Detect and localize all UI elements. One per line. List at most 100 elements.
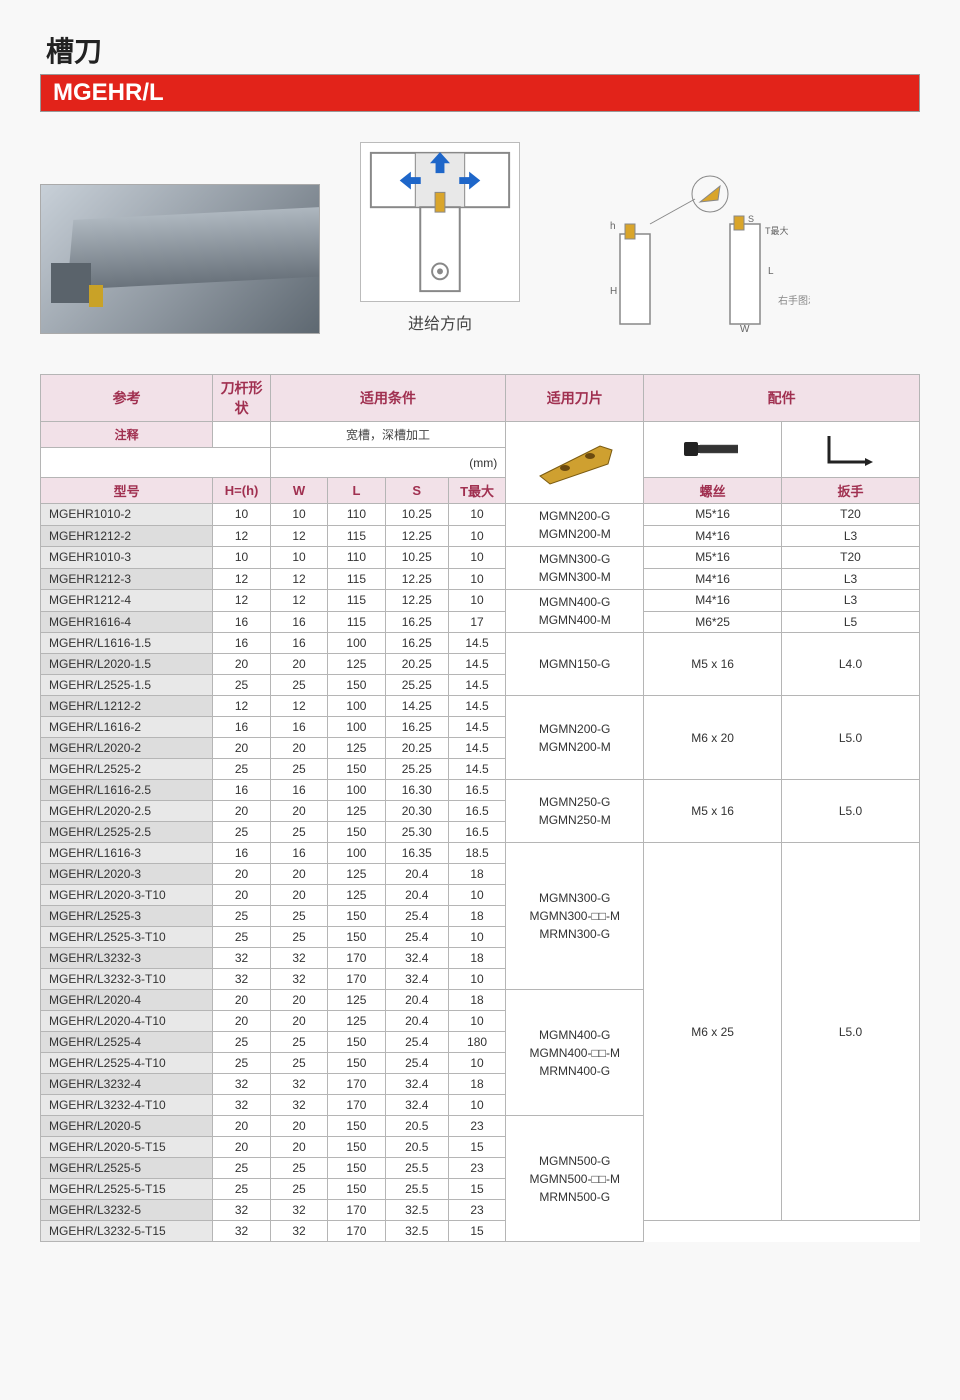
svg-text:H: H [610, 286, 617, 297]
cell-insert: MGMN300-G MGMN300-M [506, 547, 644, 590]
cell-value: 25 [270, 1158, 327, 1179]
cell-value: 110 [328, 547, 385, 569]
cell-value: 16 [270, 717, 327, 738]
product-photo [40, 184, 320, 334]
cell-insert: MGMN400-G MGMN400-□□-M MRMN400-G [506, 990, 644, 1116]
col-s: S [385, 478, 448, 504]
cell-value: 25.4 [385, 906, 448, 927]
cell-value: 150 [328, 927, 385, 948]
cell-value: 170 [328, 1074, 385, 1095]
cell-value: 25 [270, 1032, 327, 1053]
screw-image [644, 422, 782, 478]
cell-value: 20.4 [385, 990, 448, 1011]
cell-value: 20 [270, 1137, 327, 1158]
cell-value: 16 [270, 780, 327, 801]
cell-value: 125 [328, 864, 385, 885]
cell-value: 18 [448, 990, 505, 1011]
cell-value: 16 [213, 780, 270, 801]
cell-value: 25 [213, 927, 270, 948]
svg-text:W: W [740, 324, 750, 334]
cell-model: MGEHR/L2020-1.5 [41, 654, 213, 675]
cell-value: 100 [328, 717, 385, 738]
cell-value: 20 [270, 654, 327, 675]
cell-value: 10 [448, 1011, 505, 1032]
cell-value: 18 [448, 1074, 505, 1095]
cell-model: MGEHR/L2525-2.5 [41, 822, 213, 843]
cell-value: 170 [328, 1221, 385, 1242]
cell-value: 14.5 [448, 738, 505, 759]
cell-value: 25.25 [385, 675, 448, 696]
cell-model: MGEHR/L2525-4-T10 [41, 1053, 213, 1074]
cell-screw: M4*16 [644, 568, 782, 590]
cell-value: 10 [448, 525, 505, 547]
cell-value: 125 [328, 654, 385, 675]
svg-text:T最大: T最大 [765, 225, 789, 236]
cell-value: 10 [448, 547, 505, 569]
cell-value: 100 [328, 633, 385, 654]
cell-model: MGEHR1010-3 [41, 547, 213, 569]
cell-model: MGEHR/L2525-4 [41, 1032, 213, 1053]
cell-value: 32 [270, 948, 327, 969]
model-bar: MGEHR/L [40, 74, 920, 112]
cell-screw: M6 x 25 [644, 843, 782, 1221]
hdr-note: 注释 [41, 422, 213, 448]
cell-value: 25.30 [385, 822, 448, 843]
cell-value: 20 [270, 885, 327, 906]
cell-value: 20 [213, 654, 270, 675]
col-l: L [328, 478, 385, 504]
cell-value: 25 [270, 927, 327, 948]
table-row: MGEHR1010-2101011010.2510MGMN200-G MGMN2… [41, 504, 920, 526]
cell-value: 125 [328, 1011, 385, 1032]
cell-value: 10 [213, 547, 270, 569]
cell-model: MGEHR1212-4 [41, 590, 213, 612]
cell-value: 25.4 [385, 1032, 448, 1053]
cell-value: 20.4 [385, 885, 448, 906]
cell-value: 25 [213, 759, 270, 780]
col-model: 型号 [41, 478, 213, 504]
cell-value: 23 [448, 1158, 505, 1179]
cell-value: 23 [448, 1116, 505, 1137]
cell-value: 180 [448, 1032, 505, 1053]
cell-value: 25 [270, 759, 327, 780]
cell-value: 16.25 [385, 633, 448, 654]
cell-model: MGEHR/L2020-5 [41, 1116, 213, 1137]
cell-value: 16 [270, 633, 327, 654]
cell-wrench: L5.0 [782, 843, 920, 1221]
cell-value: 32 [213, 1074, 270, 1095]
cell-value: 23 [448, 1200, 505, 1221]
cell-value: 125 [328, 801, 385, 822]
cell-value: 16 [270, 843, 327, 864]
cell-value: 25 [213, 906, 270, 927]
cell-model: MGEHR/L1616-3 [41, 843, 213, 864]
cell-value: 32 [213, 1221, 270, 1242]
cell-value: 10 [448, 568, 505, 590]
cell-value: 25 [270, 822, 327, 843]
cell-value: 20 [213, 1011, 270, 1032]
cell-model: MGEHR/L2525-3 [41, 906, 213, 927]
images-row: 进给方向 h H T最大 L W S 右手图示 [40, 142, 920, 334]
cell-value: 12 [270, 696, 327, 717]
cell-wrench: L5 [782, 611, 920, 633]
cell-value: 10 [448, 969, 505, 990]
cell-value: 32.5 [385, 1221, 448, 1242]
cell-value: 10 [448, 1053, 505, 1074]
cell-value: 12 [213, 590, 270, 612]
cell-screw: M4*16 [644, 590, 782, 612]
title-section: 槽刀 MGEHR/L [40, 30, 920, 112]
cell-value: 115 [328, 611, 385, 633]
cell-value: 20.25 [385, 654, 448, 675]
cell-value: 20.30 [385, 801, 448, 822]
cell-value: 14.5 [448, 633, 505, 654]
cell-value: 25 [213, 1179, 270, 1200]
feed-diagram: 进给方向 [360, 142, 520, 334]
cell-value: 32 [213, 1095, 270, 1116]
cell-value: 150 [328, 1116, 385, 1137]
cell-value: 125 [328, 885, 385, 906]
cell-value: 32 [270, 969, 327, 990]
cell-value: 20 [270, 801, 327, 822]
cell-value: 32.4 [385, 1095, 448, 1116]
cell-model: MGEHR/L2020-3 [41, 864, 213, 885]
cell-value: 18.5 [448, 843, 505, 864]
cell-model: MGEHR/L2020-4 [41, 990, 213, 1011]
cell-value: 12 [270, 525, 327, 547]
